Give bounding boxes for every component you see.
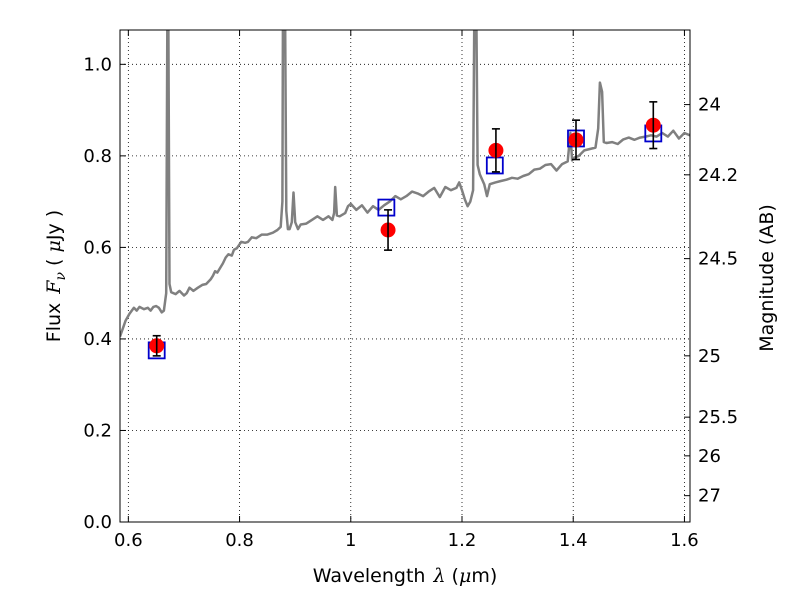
- x-tick-label: 1.2: [448, 530, 477, 551]
- observed-point: [645, 101, 661, 150]
- x-tick-label: 1: [345, 530, 356, 551]
- x-tick-label: 1.6: [670, 530, 699, 551]
- x-axis-label-unit-mu: μ: [459, 565, 471, 587]
- y-tick-label: 1.0: [83, 54, 112, 75]
- x-axis-ticks: 0.6 0.8 1 1.2 1.4 1.6: [114, 30, 699, 551]
- x-axis-label-text: Wavelength: [313, 565, 426, 587]
- y2-tick-label: 26: [698, 446, 721, 467]
- y-axis-label: Flux Fν ( μJy ): [43, 210, 69, 342]
- x-axis-label-symbol: λ: [432, 565, 445, 587]
- x-axis-label-unit-rest: m): [471, 565, 497, 587]
- y2-tick-label: 24.2: [698, 165, 738, 186]
- x-axis-label-unit-open: (: [446, 565, 459, 587]
- x-axis-label: Wavelength λ (μm): [313, 565, 498, 587]
- observed-photometry-layer: [149, 101, 661, 357]
- observed-point: [380, 209, 396, 251]
- y2-tick-label: 25.5: [698, 407, 738, 428]
- x-tick-label: 1.4: [559, 530, 588, 551]
- y2-axis-ticks: 24 24.2 24.5 25 25.5 26 27: [684, 95, 738, 507]
- y-tick-label: 0.8: [83, 146, 112, 167]
- y-tick-label: 0.2: [83, 420, 112, 441]
- y-tick-label: 0.6: [83, 237, 112, 258]
- plot-frame: [119, 29, 691, 523]
- x-tick-label: 0.6: [114, 530, 143, 551]
- observed-point: [149, 334, 165, 357]
- y-axis-label-text: Flux: [43, 303, 65, 343]
- y-tick-label: 0.4: [83, 329, 112, 350]
- model-spectrum-layer: [120, 30, 690, 338]
- y2-tick-label: 24: [698, 95, 721, 116]
- y2-tick-label: 25: [698, 346, 721, 367]
- model-photometry-marker: [377, 198, 396, 217]
- y-axis-label-symbol: F: [43, 280, 65, 295]
- x-tick-label: 0.8: [225, 530, 254, 551]
- y-axis-label-unit-open: (: [43, 252, 65, 272]
- observed-point: [488, 128, 504, 173]
- y-axis-label-subscript: ν: [53, 272, 69, 281]
- y-tick-label: 0.0: [83, 512, 112, 533]
- observed-point: [568, 119, 584, 161]
- y2-axis-label: Magnitude (AB): [756, 204, 778, 352]
- y2-tick-label: 27: [698, 486, 721, 507]
- y2-tick-label: 24.5: [698, 249, 738, 270]
- y-axis-label-unit-rest: Jy ): [43, 210, 65, 241]
- y-axis-label-unit-mu: μ: [43, 240, 65, 252]
- y-axis-ticks: 0.0 0.2 0.4 0.6 0.8 1.0: [83, 54, 126, 533]
- model-spectrum-line: [120, 30, 690, 338]
